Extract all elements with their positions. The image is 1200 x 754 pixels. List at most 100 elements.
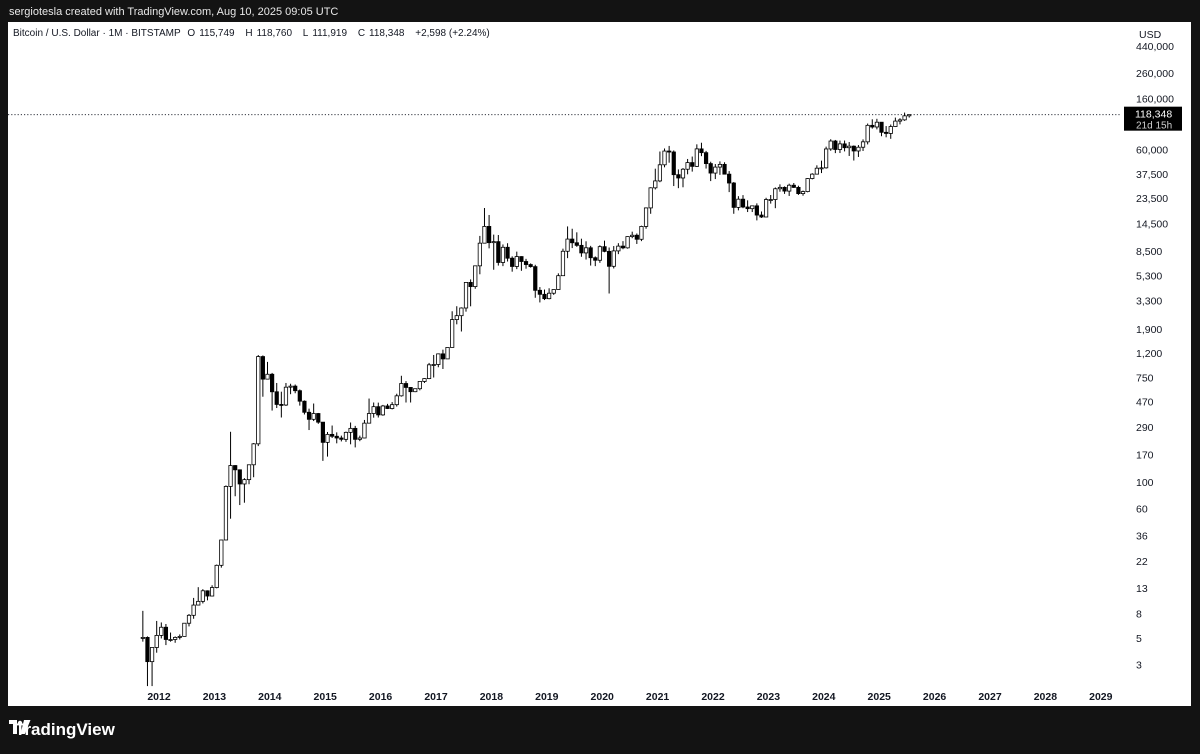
candle [209, 585, 215, 597]
candle-body [330, 433, 335, 437]
candle [865, 123, 870, 145]
candle [288, 383, 293, 395]
candle [163, 623, 169, 646]
candle-body [819, 167, 824, 170]
candle [182, 622, 187, 637]
candle-body [662, 150, 667, 166]
candle-body [625, 236, 630, 249]
candle-body [163, 626, 169, 640]
candle-body [510, 257, 515, 267]
candle [186, 613, 192, 627]
candle [468, 279, 473, 307]
candle-body [209, 587, 215, 597]
candle [847, 141, 852, 156]
y-tick-label: 260,000 [1136, 68, 1174, 80]
candle-body [708, 163, 713, 174]
candle-body [237, 469, 242, 485]
candle-body [865, 124, 870, 143]
candle-body [376, 406, 381, 416]
candle-body [362, 422, 367, 439]
candle [486, 214, 492, 249]
candle-body [630, 234, 635, 237]
candle [570, 228, 575, 249]
candlestick-chart[interactable]: 440,000 260,000 160,000 60,000 37,500 23,500 1… [8, 22, 1191, 706]
candle-body [191, 604, 196, 616]
candle-body [413, 388, 418, 393]
candle-body [256, 356, 261, 445]
candle-body [777, 186, 783, 190]
candle [879, 121, 884, 137]
candle [907, 114, 912, 118]
candle-body [685, 162, 690, 170]
candle-body [279, 404, 284, 406]
candle [177, 634, 182, 640]
candle-body [173, 637, 178, 640]
candle [390, 402, 395, 410]
candle [431, 354, 436, 378]
candle-body [620, 245, 626, 249]
y-tick-label: 8 [1136, 608, 1142, 620]
y-tick-label: 170 [1136, 450, 1154, 462]
candle [694, 144, 699, 167]
candle [791, 183, 796, 188]
candle [256, 355, 261, 447]
candle [173, 636, 178, 643]
candle-body [842, 143, 847, 149]
candle [851, 145, 856, 161]
candle-body [482, 226, 487, 244]
candle-body [523, 261, 529, 265]
candle-body [879, 121, 884, 133]
candle-body [408, 387, 413, 393]
candle-body [316, 413, 321, 423]
chart-panel[interactable]: 440,000 260,000 160,000 60,000 37,500 23,500 1… [8, 22, 1191, 706]
candle-body [394, 395, 399, 406]
candle [339, 435, 344, 442]
candle-body [302, 400, 307, 413]
candle-body [500, 246, 506, 263]
candle [884, 126, 889, 138]
candle-body [348, 427, 353, 433]
candle [505, 243, 510, 262]
candle [242, 478, 247, 503]
candle [583, 241, 589, 260]
candle [233, 465, 238, 497]
candle-body [856, 146, 861, 152]
candle-body [796, 186, 801, 195]
candle-body [454, 315, 459, 321]
candle [814, 165, 819, 175]
candle [662, 148, 667, 168]
candle [371, 402, 376, 418]
y-tick-label: 470 [1136, 397, 1154, 409]
candle [154, 620, 159, 653]
candle [159, 622, 164, 639]
candle [311, 403, 316, 422]
candle-body [556, 275, 561, 290]
candle-body [223, 486, 229, 541]
candle [440, 349, 446, 369]
candle-body [814, 167, 819, 175]
candle-body [616, 245, 621, 252]
open-label: O [187, 28, 196, 39]
candle [436, 353, 441, 368]
candle [491, 234, 496, 270]
candle [625, 236, 630, 249]
candle [648, 187, 653, 214]
candle-body [311, 413, 316, 420]
x-tick-label: 2024 [812, 691, 836, 703]
candle [643, 207, 649, 229]
candle [168, 632, 173, 642]
tradingview-branding[interactable]: TradingView [9, 720, 115, 740]
candle-body [228, 465, 233, 487]
candle [800, 190, 806, 196]
candle-body [680, 168, 686, 179]
candle-body [542, 293, 547, 300]
candle-body [293, 385, 298, 392]
candle [763, 197, 769, 218]
candle-body [611, 250, 616, 267]
candle [362, 419, 367, 439]
tradingview-logo-text: TradingView [15, 720, 115, 739]
candle [445, 347, 450, 360]
candle [357, 435, 362, 442]
candle [897, 118, 903, 125]
candle [482, 208, 487, 244]
